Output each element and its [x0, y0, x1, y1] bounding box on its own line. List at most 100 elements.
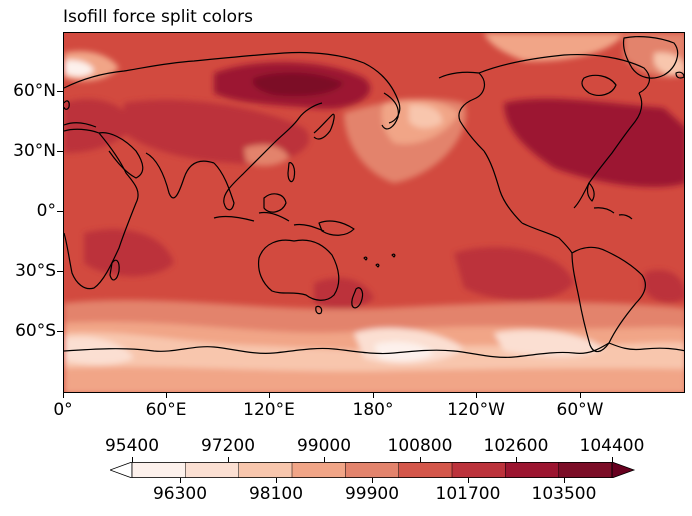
- colorbar-bottom-tick: [468, 478, 469, 483]
- map-title: Isofill force split colors: [63, 7, 253, 27]
- lon-label-120e: 120°E: [243, 400, 295, 420]
- lon-tick-120e: [269, 393, 270, 398]
- north-america-east-coast: [573, 92, 643, 209]
- borneo-coast: [263, 193, 287, 213]
- eurasia-north-coast: [64, 51, 401, 124]
- colorbar-segment: [505, 462, 560, 478]
- indonesia-coast: [213, 211, 325, 232]
- japan-coast: [313, 113, 335, 140]
- colorbar-bottom-tick: [276, 478, 277, 483]
- pressure-map: [64, 33, 684, 392]
- lat-label-30s: 30°S: [15, 261, 56, 281]
- colorbar-top-label: 99000: [296, 436, 352, 456]
- colorbar-segment: [398, 462, 453, 478]
- colorbar-border: [131, 462, 613, 478]
- lon-tick-120w: [476, 393, 477, 398]
- new-guinea-coast: [318, 220, 355, 236]
- colorbar-bottom-label: 98100: [248, 484, 304, 504]
- australia-high: [314, 278, 374, 310]
- lat-tick-60s: [57, 331, 63, 332]
- colorbar-top-label: 95400: [104, 436, 160, 456]
- tibet-low: [244, 144, 289, 166]
- central-america-coast: [521, 222, 573, 254]
- lon-label-0: 0°: [53, 400, 73, 420]
- colorbar-top-label: 102600: [483, 436, 549, 456]
- lon-label-60e: 60°E: [145, 400, 187, 420]
- colorbar-top-tick: [228, 457, 229, 462]
- lat-tick-30n: [57, 151, 63, 152]
- antarctica-coast: [64, 342, 684, 358]
- colorbar-top-tick: [420, 457, 421, 462]
- coastlines: [64, 36, 684, 358]
- india-coast: [145, 152, 215, 199]
- africa-coast: [64, 128, 139, 290]
- kamchatka-coast: [381, 92, 399, 130]
- colorbar-top-tick: [516, 457, 517, 462]
- colorbar-top-tick: [132, 457, 133, 462]
- colorbar-bottom-label: 99900: [344, 484, 400, 504]
- colorbar-top-tick: [612, 457, 613, 462]
- lat-label-60s: 60°S: [15, 321, 56, 341]
- lat-label-30n: 30°N: [13, 141, 56, 161]
- madagascar-coast: [109, 259, 120, 281]
- colorbar-segment: [132, 462, 186, 478]
- colorbar-segment: [238, 462, 293, 478]
- mediterranean-coast: [64, 122, 97, 128]
- map-frame: [63, 32, 685, 393]
- europe-low-core: [64, 60, 94, 77]
- colorbar-top-label: 97200: [200, 436, 256, 456]
- colorbar-extend-max: [611, 461, 636, 479]
- lat-tick-30s: [57, 271, 63, 272]
- europe-high: [64, 99, 134, 153]
- aleutian-low-core: [409, 104, 443, 129]
- lat-label-60n: 60°N: [13, 81, 56, 101]
- philippines-coast: [287, 162, 296, 183]
- greenland-coast: [622, 36, 679, 79]
- siberian-high-core: [252, 72, 344, 97]
- hudson-bay: [581, 74, 617, 96]
- colorbar-bottom-label: 103500: [531, 484, 597, 504]
- colorbar-top-label: 104400: [579, 436, 645, 456]
- colorbar-bottom-tick: [372, 478, 373, 483]
- colorbar-bottom-tick: [564, 478, 565, 483]
- north-america-high: [504, 98, 684, 187]
- south-america-coast: [571, 246, 646, 353]
- filled-contours: [64, 33, 684, 392]
- south-pacific-high: [454, 247, 574, 301]
- arctic-low: [484, 33, 624, 62]
- arabia-coast: [98, 132, 144, 179]
- antarctic-low1: [64, 336, 134, 365]
- colorbar-bottom-label: 101700: [435, 484, 501, 504]
- lon-label-120w: 120°W: [447, 400, 505, 420]
- alaska-coast: [438, 71, 486, 152]
- china-coast: [273, 102, 323, 144]
- lon-label-60w: 60°W: [556, 400, 604, 420]
- north-america-arctic-coast: [478, 54, 651, 94]
- colorbar-extend-min: [108, 461, 133, 479]
- iceland-coast: [675, 71, 684, 79]
- antarctica-plateau: [64, 366, 684, 392]
- colorbar-segment: [185, 462, 240, 478]
- lon-tick-0: [63, 393, 64, 398]
- pacific-islands: [363, 253, 396, 268]
- lat-tick-60n: [57, 91, 63, 92]
- lon-label-180: 180°: [352, 400, 394, 420]
- lon-tick-60e: [166, 393, 167, 398]
- southeast-asia-coast: [213, 142, 275, 211]
- colorbar-segment: [558, 462, 613, 478]
- uk-coast: [64, 100, 70, 110]
- colorbar-top-tick: [324, 457, 325, 462]
- tasmania-coast: [315, 305, 323, 315]
- colorbar-segment: [292, 462, 346, 478]
- colorbar-bottom-label: 96300: [152, 484, 208, 504]
- new-zealand-coast: [351, 287, 364, 309]
- colorbar-strip: [108, 461, 636, 479]
- florida-coast: [586, 182, 595, 202]
- colorbar: [108, 461, 640, 482]
- colorbar-bottom-tick: [180, 478, 181, 483]
- lon-tick-60w: [580, 393, 581, 398]
- south-indian-high: [84, 229, 174, 277]
- lon-tick-180: [373, 393, 374, 398]
- colorbar-top-label: 100800: [387, 436, 453, 456]
- colorbar-segment: [452, 462, 506, 478]
